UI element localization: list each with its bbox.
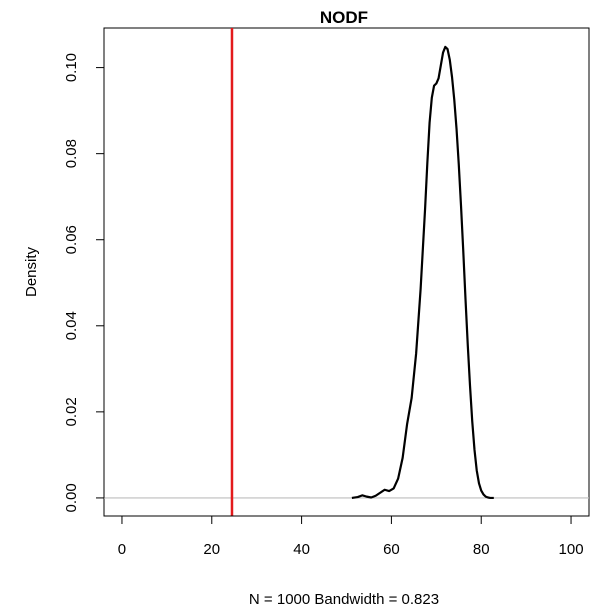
y-tick-label: 0.06 — [63, 225, 80, 254]
density-curve — [351, 45, 494, 500]
y-tick-label: 0.04 — [63, 311, 80, 340]
x-axis-label: N = 1000 Bandwidth = 0.823 — [249, 591, 439, 608]
x-tick-label: 0 — [118, 541, 126, 558]
x-tick-label: 60 — [383, 541, 400, 558]
y-axis-label: Density — [23, 246, 40, 297]
plot-frame — [103, 27, 590, 517]
y-tick-label: 0.00 — [63, 483, 80, 512]
chart-title: NODF — [320, 8, 368, 27]
x-tick-label: 80 — [473, 541, 490, 558]
y-tick-label: 0.02 — [63, 397, 80, 426]
y-tick-label: 0.08 — [63, 139, 80, 168]
y-axis: 0.00 0.02 0.04 0.06 0.08 0.10 — [63, 53, 105, 513]
x-tick-label: 20 — [203, 541, 220, 558]
x-tick-label: 100 — [559, 541, 584, 558]
x-axis: 0 20 40 60 80 100 — [118, 515, 584, 558]
y-tick-label: 0.10 — [63, 53, 80, 82]
x-tick-label: 40 — [293, 541, 310, 558]
